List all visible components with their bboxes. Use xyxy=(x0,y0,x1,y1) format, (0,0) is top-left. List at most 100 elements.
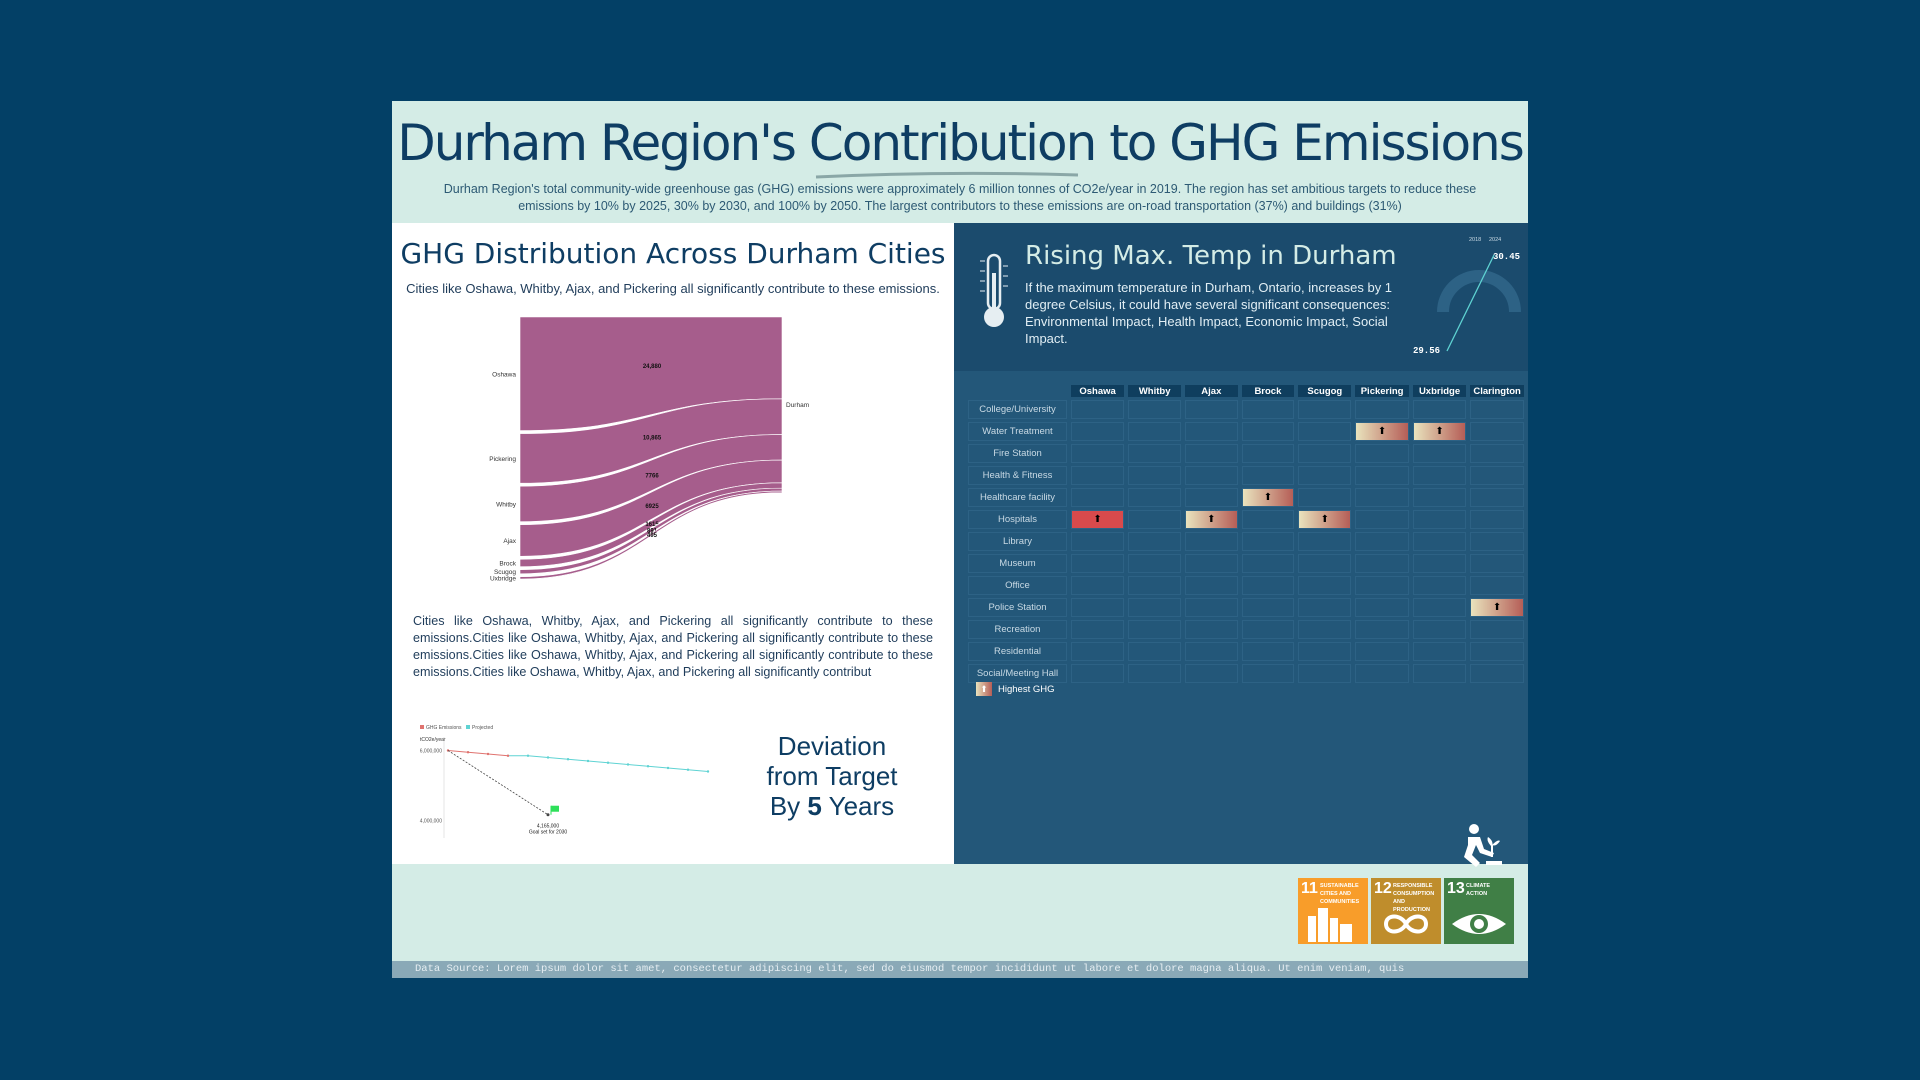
grid-cell xyxy=(1185,466,1238,485)
table-row: Office xyxy=(968,576,1524,595)
grid-cell xyxy=(1355,466,1409,485)
goal-value-label: 4,165,000 xyxy=(537,824,559,830)
line-legend-label: Projected xyxy=(472,725,493,731)
grid-cell xyxy=(1071,598,1125,617)
grid-cell xyxy=(1412,466,1467,485)
grid-cell xyxy=(1128,664,1182,683)
sankey-source-label: Whitby xyxy=(496,501,517,508)
line-point xyxy=(666,766,670,770)
sdg-label: SUSTAINABLE CITIES AND COMMUNITIES xyxy=(1320,883,1360,905)
line-point xyxy=(566,758,570,761)
header: Durham Region's Contribution to GHG Emis… xyxy=(392,101,1528,223)
grid-cell xyxy=(1470,576,1524,595)
goal-flag-icon xyxy=(551,805,559,812)
grid-cell xyxy=(1128,642,1182,661)
grid-cell xyxy=(1298,664,1352,683)
grid-cell-highlight: ⬆ xyxy=(1185,510,1238,529)
grid-cell-highlight: ⬆ xyxy=(1071,510,1125,529)
grid-cell xyxy=(1470,510,1524,529)
line-legend-label: GHG Emissions xyxy=(426,725,462,731)
table-row: Fire Station xyxy=(968,444,1524,463)
sankey-flow-uxbridge xyxy=(519,490,783,580)
line-legend-swatch xyxy=(420,725,424,729)
grid-cell xyxy=(1071,620,1125,639)
table-row: Social/Meeting Hall xyxy=(968,664,1524,683)
sankey-source-label: Brock xyxy=(499,560,516,567)
goal-dashed-line xyxy=(447,750,549,816)
line-legend-swatch xyxy=(466,725,470,729)
grid-cell xyxy=(1412,664,1467,683)
facility-city-grid: Oshawa Whitby Ajax Brock Scugog Pickering Uxbr… xyxy=(964,382,1528,686)
grid-cell xyxy=(1071,422,1125,441)
data-source-footer: Data Source: Lorem ipsum dolor sit amet,… xyxy=(392,961,1528,978)
grid-cell xyxy=(1071,576,1125,595)
grid-cell xyxy=(1241,466,1295,485)
grid-cell xyxy=(1412,576,1467,595)
goal-caption: Goal set for 2030 xyxy=(529,830,568,836)
deviation-number: 5 xyxy=(807,791,822,821)
temperature-title: Rising Max. Temp in Durham xyxy=(1025,241,1397,271)
grid-row-label: Healthcare facility xyxy=(968,488,1067,507)
grid-cell xyxy=(1412,554,1467,573)
grid-city-header: Brock xyxy=(1241,385,1295,397)
temperature-panel: Rising Max. Temp in Durham If the maximu… xyxy=(954,223,1528,867)
grid-cell xyxy=(1185,576,1238,595)
grid-cell xyxy=(1071,466,1125,485)
sankey-value-label: 24,880 xyxy=(643,364,662,370)
grid-cell xyxy=(1071,488,1125,507)
grid-cell xyxy=(1355,576,1409,595)
grid-cell-highlight: ⬆ xyxy=(1241,488,1295,507)
grid-row-label: Office xyxy=(968,576,1067,595)
grid-cell xyxy=(1470,532,1524,551)
grid-cell xyxy=(1071,554,1125,573)
grid-city-header: Uxbridge xyxy=(1412,385,1467,397)
grid-cell xyxy=(1298,422,1352,441)
grid-cell xyxy=(1355,598,1409,617)
legend-label: Highest GHG xyxy=(998,683,1055,695)
grid-cell xyxy=(1470,422,1524,441)
line-y-tick: 4,000,000 xyxy=(420,819,442,825)
grid-row-label: Museum xyxy=(968,554,1067,573)
grid-cell xyxy=(1355,400,1409,419)
grid-cell xyxy=(1355,620,1409,639)
grid-cell xyxy=(1412,444,1467,463)
line-y-tick: 6,000,000 xyxy=(420,749,442,755)
grid-row-label: College/University xyxy=(968,400,1067,419)
grid-cell xyxy=(1241,400,1295,419)
grid-cell xyxy=(1128,554,1182,573)
emissions-line-chart: GHG Emissions Projected tCO2e/year 6,000,00… xyxy=(420,725,710,838)
ghg-distribution-panel: GHG Distribution Across Durham Cities Ci… xyxy=(392,223,954,864)
grid-corner xyxy=(968,385,1067,397)
grid-cell xyxy=(1470,554,1524,573)
grid-cell xyxy=(1071,642,1125,661)
gauge-end-value: 30.45 xyxy=(1493,252,1520,262)
page-subtitle: Durham Region's total community-wide gre… xyxy=(443,182,1477,213)
ghg-emissions-line xyxy=(447,750,509,757)
grid-row-label: Recreation xyxy=(968,620,1067,639)
sdg-badge-11: 11 SUSTAINABLE CITIES AND COMMUNITIES xyxy=(1298,878,1368,944)
grid-cell xyxy=(1128,598,1182,617)
grid-city-header: Oshawa xyxy=(1071,385,1125,397)
grid-row-label: Fire Station xyxy=(968,444,1067,463)
city-icon xyxy=(1308,908,1352,942)
gauge-arc xyxy=(1437,270,1521,313)
grid-cell xyxy=(1185,554,1238,573)
line-point xyxy=(506,754,510,757)
table-row: Water Treatment ⬆ ⬆ xyxy=(968,422,1524,441)
grid-cell xyxy=(1128,466,1182,485)
grid-cell xyxy=(1241,510,1295,529)
grid-row-label: Police Station xyxy=(968,598,1067,617)
grid-cell xyxy=(1298,598,1352,617)
grid-cell xyxy=(1241,598,1295,617)
thermometer-icon xyxy=(980,253,1008,327)
grid-cell xyxy=(1128,488,1182,507)
grid-cell xyxy=(1241,620,1295,639)
grid-cell xyxy=(1241,642,1295,661)
eye-globe-icon xyxy=(1452,914,1506,934)
line-point xyxy=(526,754,530,757)
grid-row-label: Residential xyxy=(968,642,1067,661)
goal-point xyxy=(546,813,550,817)
grid-cell xyxy=(1355,642,1409,661)
page-title: Durham Region's Contribution to GHG Emis… xyxy=(397,114,1525,172)
infinity-icon xyxy=(1383,914,1429,934)
